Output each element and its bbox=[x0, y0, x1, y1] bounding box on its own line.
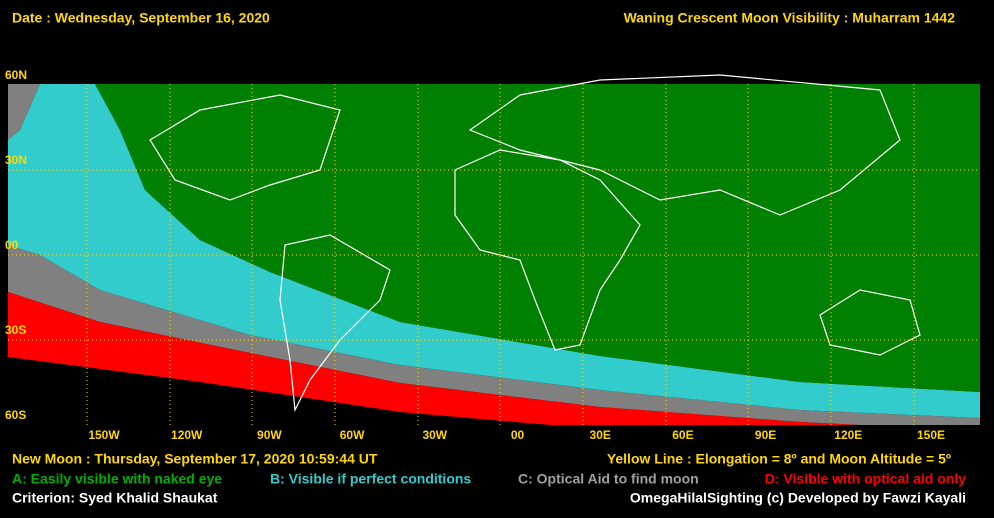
lat-label: 60S bbox=[5, 408, 26, 422]
date: Date : Wednesday, September 16, 2020 bbox=[12, 10, 270, 26]
lat-label: 00 bbox=[5, 238, 19, 252]
lon-label: 00 bbox=[511, 428, 525, 442]
lat-label: 30S bbox=[5, 323, 26, 337]
lat-label: 30N bbox=[5, 153, 27, 167]
lat-label: 60N bbox=[5, 68, 27, 82]
lon-label: 120E bbox=[834, 428, 862, 442]
credit: OmegaHilalSighting (c) Developed by Fawz… bbox=[630, 490, 966, 506]
legend-a: A: Easily visible with naked eye bbox=[12, 471, 222, 487]
lon-label: 90W bbox=[257, 428, 282, 442]
lon-label: 30E bbox=[590, 428, 611, 442]
lon-label: 150W bbox=[88, 428, 120, 442]
lon-label: 150E bbox=[917, 428, 945, 442]
lon-label: 60E bbox=[672, 428, 693, 442]
new-moon: New Moon : Thursday, September 17, 2020 … bbox=[12, 451, 378, 467]
graticule bbox=[8, 84, 980, 425]
zone-red bbox=[8, 292, 860, 425]
title: Waning Crescent Moon Visibility : Muharr… bbox=[624, 10, 956, 26]
zone-cyan bbox=[8, 84, 980, 418]
yellow-line: Yellow Line : Elongation = 8º and Moon A… bbox=[607, 451, 951, 467]
legend-c: C: Optical Aid to find moon bbox=[518, 471, 699, 487]
zone-gray bbox=[8, 84, 980, 425]
legend-b: B: Visible if perfect conditions bbox=[270, 471, 471, 487]
lon-label: 120W bbox=[171, 428, 203, 442]
lon-label: 60W bbox=[340, 428, 365, 442]
lon-label: 90E bbox=[755, 428, 776, 442]
zone-green bbox=[95, 84, 980, 392]
lon-label: 30W bbox=[422, 428, 447, 442]
criterion: Criterion: Syed Khalid Shaukat bbox=[12, 490, 218, 506]
legend-d: D: Visible with optical aid only bbox=[765, 471, 966, 487]
